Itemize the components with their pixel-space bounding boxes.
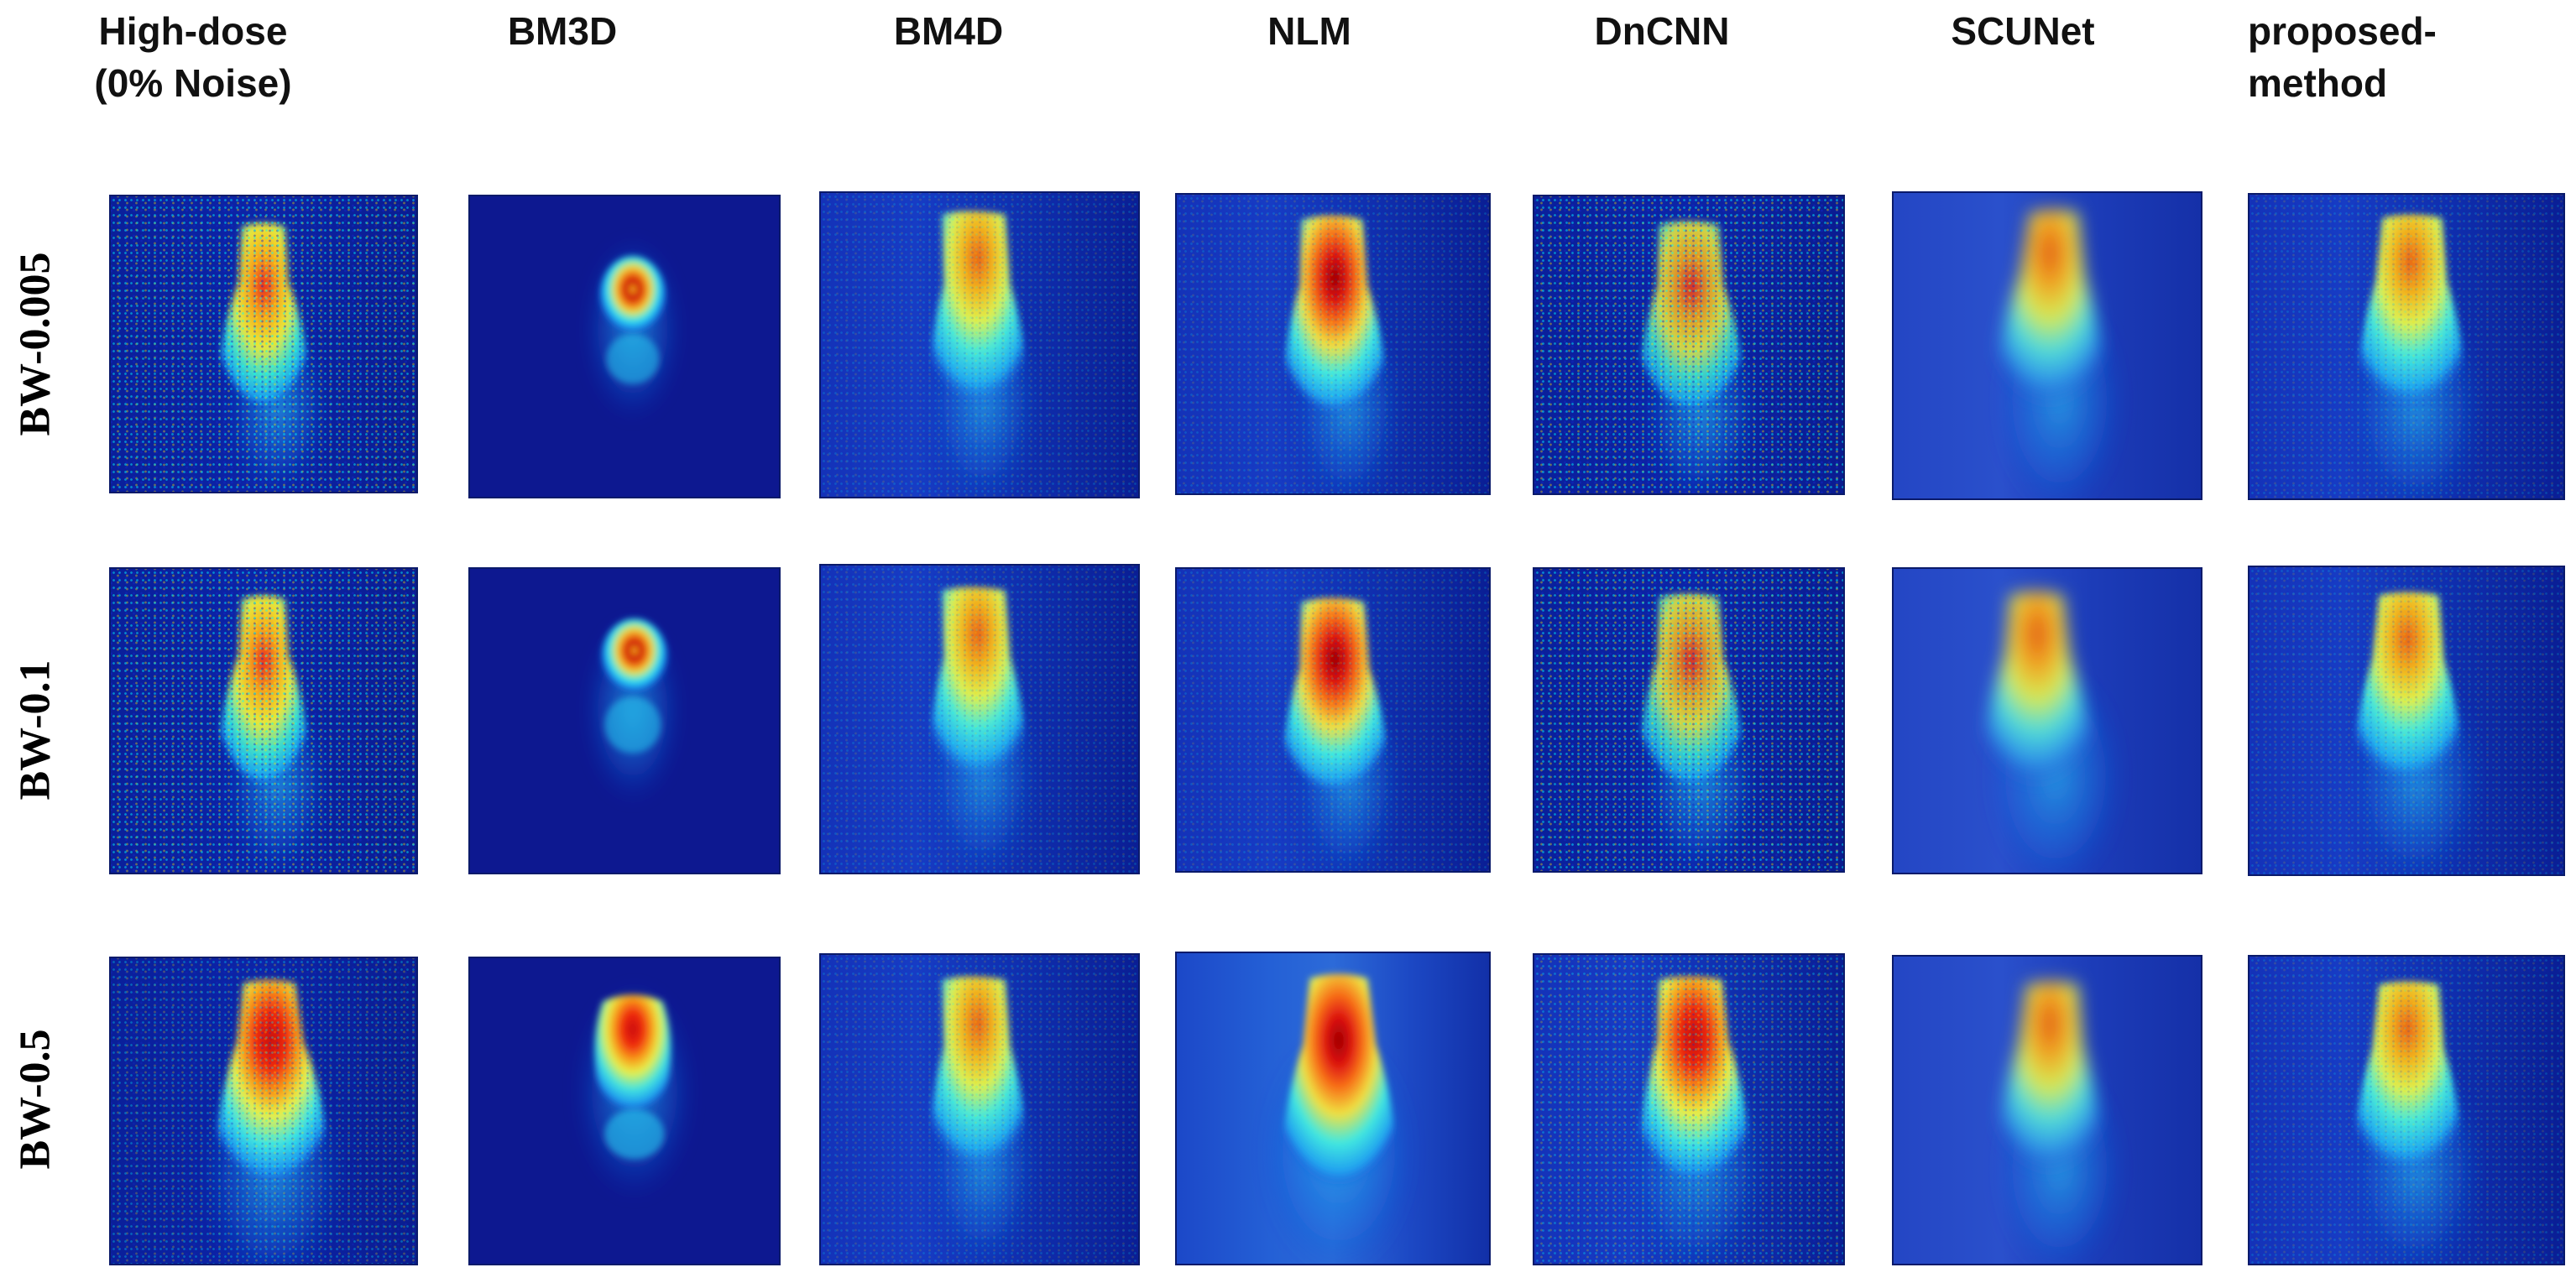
noise-texture: [1534, 569, 1843, 871]
panel-bm4d-bw-0005: [819, 191, 1140, 498]
noise-texture: [1177, 569, 1489, 871]
column-header-proposed: proposed- method: [2248, 9, 2437, 105]
noise-texture: [2249, 957, 2563, 1264]
noise-texture: [1534, 955, 1843, 1264]
column-header-bm3d: BM3D: [507, 9, 618, 53]
noise-texture: [111, 958, 416, 1264]
noise-texture: [2249, 567, 2563, 874]
panel-high-dose-bw-0005: [109, 195, 418, 493]
panel-nlm-bw-05: [1175, 952, 1491, 1265]
noise-texture: [821, 955, 1138, 1264]
noise-texture: [821, 193, 1138, 497]
panel-scunet-bw-01: [1892, 567, 2202, 874]
noise-texture: [111, 196, 416, 492]
column-header-nlm: NLM: [1267, 9, 1351, 53]
panel-proposed-bw-05: [2248, 955, 2565, 1265]
noise-texture: [821, 566, 1138, 873]
noise-texture: [1177, 195, 1489, 493]
panel-proposed-bw-0005: [2248, 193, 2565, 500]
column-header-bm4d: BM4D: [893, 9, 1004, 53]
noise-texture: [1534, 196, 1843, 493]
panel-bm3d-bw-05: [468, 957, 781, 1265]
column-header-high-dose: High-dose (0% Noise): [94, 9, 292, 105]
column-header-scunet: SCUNet: [1951, 9, 2095, 53]
panel-bm4d-bw-05: [819, 953, 1140, 1265]
panel-bm4d-bw-01: [819, 564, 1140, 874]
panel-dncnn-bw-05: [1533, 953, 1845, 1265]
noise-texture: [111, 569, 416, 873]
panel-high-dose-bw-05: [109, 957, 418, 1265]
panel-dncnn-bw-0005: [1533, 195, 1845, 495]
panel-proposed-bw-01: [2248, 566, 2565, 876]
panel-bm3d-bw-0005: [468, 195, 781, 498]
panel-nlm-bw-01: [1175, 567, 1491, 873]
panel-high-dose-bw-01: [109, 567, 418, 874]
panel-scunet-bw-05: [1892, 955, 2202, 1265]
panel-bm3d-bw-01: [468, 567, 781, 874]
panel-nlm-bw-0005: [1175, 193, 1491, 495]
noise-texture: [2249, 195, 2563, 498]
panel-scunet-bw-0005: [1892, 191, 2202, 500]
column-header-dncnn: DnCNN: [1594, 9, 1730, 53]
panel-dncnn-bw-01: [1533, 567, 1845, 873]
